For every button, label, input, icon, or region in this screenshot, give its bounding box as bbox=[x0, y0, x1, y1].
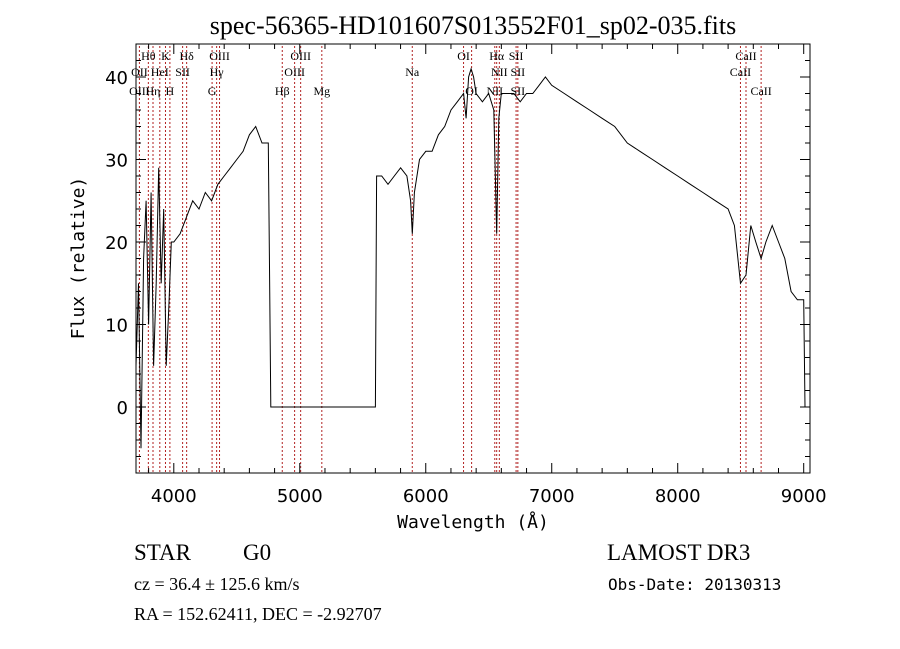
line-marker-label: Hβ bbox=[275, 84, 290, 98]
line-marker-label: OI bbox=[457, 49, 470, 63]
line-marker-label: SII bbox=[509, 49, 524, 63]
line-marker-label: SII bbox=[511, 65, 526, 79]
x-axis-label: Wavelength (Å) bbox=[397, 511, 549, 533]
line-marker-label: G bbox=[208, 84, 217, 98]
x-tick-label: 4000 bbox=[151, 486, 197, 507]
line-marker-label: NII bbox=[491, 65, 508, 79]
y-tick-label: 0 bbox=[117, 398, 128, 419]
x-tick-label: 9000 bbox=[781, 486, 827, 507]
y-tick-label: 40 bbox=[105, 68, 128, 89]
x-tick-label: 5000 bbox=[277, 486, 323, 507]
line-marker-label: OIII bbox=[284, 65, 305, 79]
line-marker-label: SII bbox=[175, 65, 190, 79]
line-marker-label: Hγ bbox=[210, 65, 225, 79]
x-tick-label: 7000 bbox=[529, 486, 575, 507]
spectrum-line bbox=[135, 67, 806, 449]
line-marker-lines bbox=[138, 46, 762, 473]
line-marker-label: OIII bbox=[290, 49, 311, 63]
line-marker-label: Hα bbox=[489, 49, 505, 63]
line-marker-label: OII bbox=[131, 65, 148, 79]
object-class: STAR bbox=[134, 540, 192, 565]
x-axis: 4000 5000 6000 7000 8000 9000 bbox=[148, 44, 827, 507]
observation-date: Obs-Date: 20130313 bbox=[608, 575, 781, 594]
line-marker-label: CaII bbox=[735, 49, 756, 63]
ra-dec-coordinates: RA = 152.62411, DEC = -2.92707 bbox=[134, 604, 382, 624]
y-axis-label: Flux (relative) bbox=[68, 177, 89, 340]
line-marker-label: OIII bbox=[209, 49, 230, 63]
line-marker-label: H bbox=[166, 84, 175, 98]
object-subclass: G0 bbox=[243, 540, 271, 565]
line-marker-label: Hη bbox=[146, 84, 161, 98]
y-tick-label: 20 bbox=[105, 233, 128, 254]
line-marker-label: Na bbox=[405, 65, 420, 79]
x-tick-label: 6000 bbox=[403, 486, 449, 507]
line-marker-label: HeI bbox=[151, 65, 169, 79]
y-tick-label: 30 bbox=[105, 151, 128, 172]
line-marker-label: CaII bbox=[730, 65, 751, 79]
line-marker-label: K bbox=[161, 49, 170, 63]
redshift-cz: cz = 36.4 ± 125.6 km/s bbox=[134, 574, 300, 594]
x-tick-label: 8000 bbox=[655, 486, 701, 507]
plot-frame bbox=[135, 43, 811, 474]
chart-title: spec-56365-HD101607S013552F01_sp02-035.f… bbox=[210, 11, 737, 40]
y-axis: 0 10 20 30 40 bbox=[105, 60, 810, 457]
line-marker-label: SII bbox=[511, 84, 526, 98]
line-marker-label: CaII bbox=[750, 84, 771, 98]
line-marker-label: Mg bbox=[313, 84, 330, 98]
line-marker-label: OIII bbox=[129, 84, 150, 98]
line-marker-label: Hθ bbox=[141, 49, 156, 63]
survey-name: LAMOST DR3 bbox=[607, 540, 750, 565]
line-marker-label: Hδ bbox=[179, 49, 194, 63]
y-tick-label: 10 bbox=[105, 316, 128, 337]
line-marker-label: NII bbox=[486, 84, 503, 98]
